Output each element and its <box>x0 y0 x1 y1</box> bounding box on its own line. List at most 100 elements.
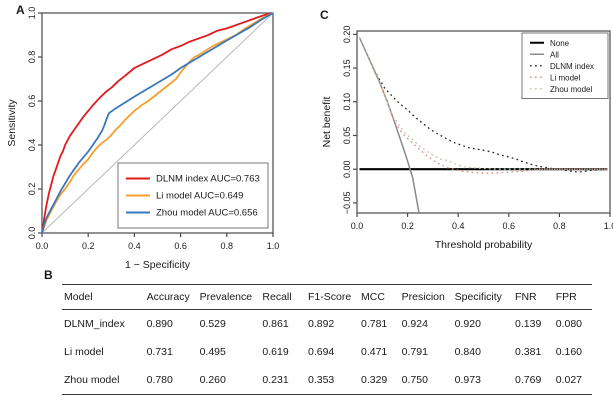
legend-label: All <box>550 50 559 59</box>
table-cell: 0.080 <box>555 318 582 330</box>
series-line <box>42 13 273 233</box>
table-cell: 0.160 <box>555 346 582 358</box>
series-line <box>358 37 420 213</box>
x-tick-label: 0.8 <box>221 241 234 251</box>
x-tick-label: 0.0 <box>351 221 364 231</box>
table-row: Zhou model 0.780 0.260 0.231 0.353 0.329 0.750… <box>62 366 592 395</box>
table-cell: 0.694 <box>308 346 335 358</box>
y-axis-label: Sensitivity <box>8 99 18 147</box>
panel-label-a: A <box>16 3 25 17</box>
metrics-table-wrap: Model Accuracy Prevalence Recall F1-Score MCC… <box>62 284 592 395</box>
table-cell: 0.329 <box>361 374 388 386</box>
table-cell: 0.780 <box>146 374 173 386</box>
table-row: Li model 0.731 0.495 0.619 0.694 0.471 0.791 0.… <box>62 338 592 366</box>
y-tick-label: 0.15 <box>342 59 352 77</box>
column-header: Specificity <box>452 284 514 310</box>
plot-box <box>356 30 611 214</box>
table-cell: 0.139 <box>515 318 542 330</box>
legend: None All DLNM index Li model Zhou model <box>521 32 609 99</box>
table-cell: 0.892 <box>308 318 335 330</box>
column-header: Model <box>62 284 145 310</box>
legend-label: None <box>550 39 570 48</box>
column-header: Prevalence <box>197 284 261 310</box>
table-cell: 0.791 <box>401 346 428 358</box>
series-line <box>42 13 273 233</box>
table-cell: 0.890 <box>146 318 173 330</box>
metrics-table-body: DLNM_index 0.890 0.529 0.861 0.892 0.781 0.924… <box>62 310 592 395</box>
table-cell: 0.973 <box>454 374 481 386</box>
y-tick-label: 0.00 <box>342 160 352 178</box>
legend-label: Zhou model <box>550 85 592 94</box>
table-cell: 0.027 <box>555 374 582 386</box>
y-tick-label: 0.4 <box>27 139 37 152</box>
column-header: FNR <box>513 284 554 310</box>
table-cell: 0.260 <box>199 374 226 386</box>
x-tick-label: 0.6 <box>174 241 187 251</box>
column-header: Presicion <box>399 284 453 310</box>
table-cell: 0.471 <box>361 346 388 358</box>
x-tick-label: 0.2 <box>401 221 414 231</box>
y-tick-label: 0.0 <box>27 227 37 240</box>
table-cell: 0.840 <box>454 346 481 358</box>
legend: DLNM index AUC=0.763 Li model AUC=0.649 Zh… <box>117 162 269 229</box>
chart-svg: 0.0 0.2 0.4 0.6 0.8 1.0 0.0 0.2 0.4 0.6 0.8 1.0 1 − … <box>6 7 280 271</box>
y-tick-label: 0.2 <box>27 183 37 196</box>
x-axis-label: 1 − Specificity <box>125 259 191 271</box>
table-cell: DLNM_index <box>64 318 125 330</box>
table-cell: 0.619 <box>262 346 289 358</box>
x-tick-label: 1.0 <box>267 241 280 251</box>
table-cell: 0.750 <box>401 374 428 386</box>
plot-box <box>41 12 274 234</box>
legend-label: DLNM index <box>550 62 594 71</box>
x-tick-label: 1.0 <box>604 221 613 231</box>
y-tick-label: 0.8 <box>27 51 37 64</box>
x-tick-label: 0.6 <box>503 221 516 231</box>
reference-diagonal <box>41 12 274 234</box>
metrics-table: Model Accuracy Prevalence Recall F1-Score MCC… <box>62 284 592 395</box>
table-cell: 0.381 <box>515 346 542 358</box>
y-axis-label: Net benefit <box>321 97 333 148</box>
table-cell: 0.731 <box>146 346 173 358</box>
table-cell: 0.920 <box>454 318 481 330</box>
metrics-table-header: Model Accuracy Prevalence Recall F1-Score MCC… <box>62 284 592 310</box>
column-header: Recall <box>260 284 306 310</box>
table-row: DLNM_index 0.890 0.529 0.861 0.892 0.781 0.924… <box>62 310 592 339</box>
y-tick-label: 0.10 <box>342 93 352 111</box>
table-cell: 0.529 <box>199 318 226 330</box>
table-cell: 0.231 <box>262 374 289 386</box>
y-tick-label: −0.05 <box>342 191 352 214</box>
table-cell: 0.353 <box>308 374 335 386</box>
column-header: Accuracy <box>144 284 198 310</box>
table-cell: Li model <box>64 346 104 358</box>
y-tick-label: 0.6 <box>27 95 37 108</box>
decision-curve-chart: 0.0 0.2 0.4 0.6 0.8 1.0 −0.05 0.00 0.05 0.10 0.15 0… <box>316 0 613 262</box>
series-line <box>358 37 608 170</box>
panel-label-c: C <box>320 8 329 22</box>
roc-curve-chart: 0.0 0.2 0.4 0.6 0.8 1.0 0.0 0.2 0.4 0.6 0.8 1.0 1 − … <box>6 2 308 274</box>
x-tick-label: 0.0 <box>36 241 49 251</box>
legend-label: Li model AUC=0.649 <box>156 191 243 202</box>
y-tick-label: 0.20 <box>342 26 352 44</box>
series-line <box>42 13 273 233</box>
table-cell: 0.924 <box>401 318 428 330</box>
x-tick-label: 0.4 <box>452 221 465 231</box>
legend-label: Li model <box>550 73 580 82</box>
legend-label: Zhou model AUC=0.656 <box>156 208 258 219</box>
legend-label: DLNM index AUC=0.763 <box>156 174 260 185</box>
series-line <box>381 89 608 174</box>
table-cell: 0.495 <box>199 346 226 358</box>
table-cell: Zhou model <box>64 374 120 386</box>
y-tick-label: 1.0 <box>27 7 37 20</box>
column-header: F1-Score <box>306 284 359 310</box>
panel-label-b: B <box>44 268 53 282</box>
column-header: FPR <box>553 284 592 310</box>
table-cell: 0.861 <box>262 318 289 330</box>
table-header-row: Model Accuracy Prevalence Recall F1-Score MCC… <box>62 284 592 310</box>
table-cell: 0.769 <box>515 374 542 386</box>
x-tick-label: 0.8 <box>553 221 566 231</box>
x-axis-label: Threshold probability <box>435 239 533 251</box>
column-header: MCC <box>359 284 400 310</box>
y-tick-label: 0.05 <box>342 127 352 145</box>
chart-svg: 0.0 0.2 0.4 0.6 0.8 1.0 −0.05 0.00 0.05 0.10 0.15 0… <box>321 26 613 251</box>
